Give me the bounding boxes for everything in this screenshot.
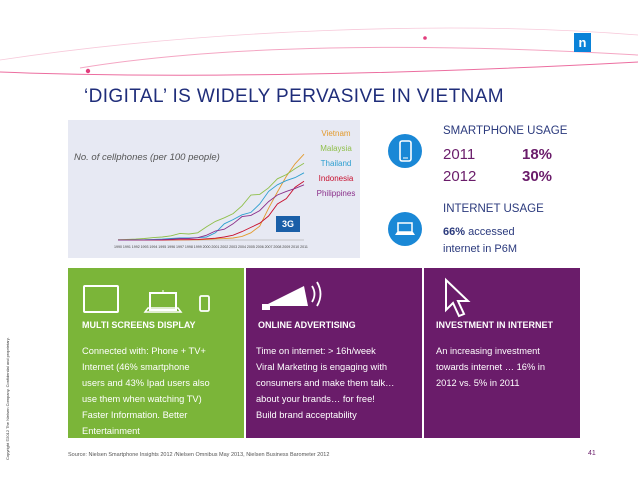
panel-online-advertising-head: ONLINE ADVERTISING	[258, 320, 356, 330]
legend-item-indonesia: Indonesia	[318, 174, 354, 183]
text-line: Time on internet: > 16h/week	[256, 346, 376, 356]
text-line: Connected with: Phone + TV+	[82, 346, 206, 356]
smartphone-pct-2012: 30%	[522, 168, 553, 185]
x-tick-label: 2002	[220, 245, 228, 249]
x-tick-label: 1991	[123, 245, 131, 249]
x-tick-label: 2006	[256, 245, 264, 249]
copyright-vertical: Copyright ©2012 The Nielsen Company. Con…	[2, 300, 16, 460]
text-line: about your brands… for free!	[256, 394, 375, 404]
x-tick-label: 2004	[238, 245, 246, 249]
internet-usage-title: INTERNET USAGE	[443, 203, 544, 215]
x-tick-label: 1995	[158, 245, 166, 249]
chart-legend: Vietnam Malaysia Thailand Indonesia Philippi…	[312, 126, 360, 201]
x-tick-label: 2007	[265, 245, 273, 249]
laptop-icon	[388, 212, 422, 246]
series-line-malaysia	[117, 162, 305, 241]
panel-investment-head: INVESTMENT IN INTERNET	[436, 320, 554, 330]
text-line: Build brand acceptability	[256, 410, 357, 420]
smartphone-year-2011: 2011	[443, 146, 476, 163]
panel-investment-internet: INVESTMENT IN INTERNET An increasing inv…	[424, 268, 580, 438]
multi-screen-icon	[83, 285, 210, 313]
text-line: 2012 vs. 5% in 2011	[436, 378, 520, 388]
x-tick-label: 2009	[282, 245, 290, 249]
internet-stat-rest: accessed	[465, 226, 515, 238]
panel-multi-screens: MULTI SCREENS DISPLAY Connected with: Ph…	[68, 268, 244, 438]
x-tick-label: 2011	[300, 245, 308, 249]
page-number: 41	[588, 450, 596, 457]
panel-online-advertising: ONLINE ADVERTISING Time on internet: > 1…	[246, 268, 422, 438]
cellphone-chart: 1990 1991 1992 1993 1994 1995 1996 1997 1998 1999…	[68, 120, 360, 258]
x-tick-label: 2008	[273, 245, 281, 249]
x-tick-label: 2001	[211, 245, 219, 249]
text-line: Entertainment	[82, 426, 140, 436]
cursor-arrow-icon	[445, 277, 471, 318]
megaphone-icon	[262, 281, 322, 310]
chart-canvas: 1990 1991 1992 1993 1994 1995 1996 1997 1998 1999…	[114, 153, 308, 249]
internet-pct: 66%	[443, 226, 466, 238]
internet-stat-line2: internet in P6M	[443, 243, 517, 255]
text-line: Internet (46% smartphone	[82, 362, 190, 372]
x-tick-label: 1992	[132, 245, 140, 249]
x-tick-label: 2005	[247, 245, 255, 249]
text-line: Viral Marketing is engaging with	[256, 362, 388, 372]
legend-item-vietnam: Vietnam	[321, 129, 351, 138]
x-tick-label: 1993	[141, 245, 149, 249]
text-line: Faster Information. Better	[82, 410, 188, 420]
text-line: towards internet … 16% in	[436, 362, 546, 372]
x-tick-label: 2010	[291, 245, 299, 249]
smartphone-icon	[388, 134, 422, 168]
x-tick-label: 1996	[167, 245, 175, 249]
panel-online-advertising-body: Time on internet: > 16h/week Viral Marke…	[246, 343, 422, 423]
text-line: An increasing investment	[436, 346, 540, 356]
x-tick-label: 1998	[185, 245, 193, 249]
x-tick-label: 1999	[194, 245, 202, 249]
x-tick-label: 2003	[229, 245, 237, 249]
internet-usage-stat: 66% accessed internet in P6M	[443, 224, 517, 258]
3g-annotation: 3G	[276, 216, 300, 232]
legend-item-philippines: Philippines	[316, 189, 356, 198]
text-line: consumers and make them talk…	[256, 378, 395, 388]
x-tick-label: 1994	[149, 245, 157, 249]
x-tick-label: 1990	[114, 245, 122, 249]
smartphone-pct-2011: 18%	[522, 146, 553, 163]
brand-logo: n	[574, 33, 591, 52]
page-title: ‘DIGITAL’ IS WIDELY PERVASIVE IN VIETNAM	[84, 86, 505, 107]
series-line-philippines	[118, 184, 305, 241]
legend-item-thailand: Thailand	[320, 159, 352, 168]
copyright-text: Copyright ©2012 The Nielsen Company. Con…	[5, 337, 10, 460]
smartphone-usage-title: SMARTPHONE USAGE	[443, 125, 568, 137]
text-line: use them when watching TV)	[82, 394, 202, 404]
panel-multi-screens-head: MULTI SCREENS DISPLAY	[82, 320, 196, 330]
panel-investment-body: An increasing investment towards interne…	[424, 343, 580, 391]
text-line: users and 43% Ipad users also	[82, 378, 210, 388]
x-tick-label: 2000	[203, 245, 211, 249]
panel-multi-screens-body: Connected with: Phone + TV+ Internet (46…	[68, 343, 244, 439]
x-tick-label: 1997	[176, 245, 184, 249]
chart-title: No. of cellphones (per 100 people)	[74, 152, 220, 163]
legend-item-malaysia: Malaysia	[320, 144, 352, 153]
source-note: Source: Nielsen Smartphone Insights 2012…	[68, 452, 330, 458]
smartphone-year-2012: 2012	[443, 168, 477, 185]
